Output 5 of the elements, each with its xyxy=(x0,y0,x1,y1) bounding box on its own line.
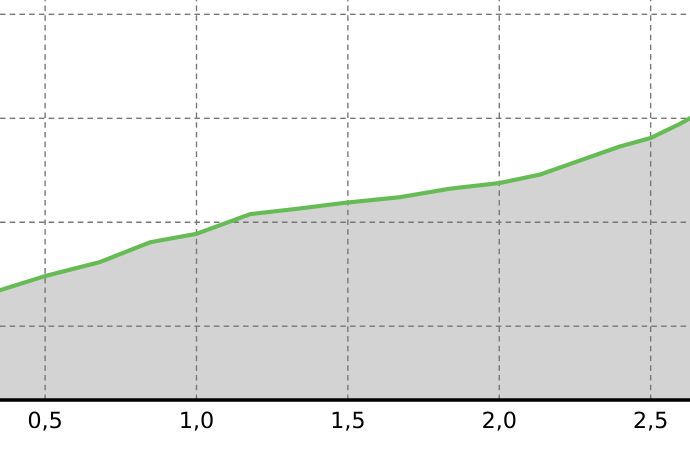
x-tick-label: 2,0 xyxy=(483,412,516,431)
x-tick-label: 2,5 xyxy=(634,412,666,431)
x-tick-label: 1,0 xyxy=(181,412,213,431)
x-tick-label: 1,5 xyxy=(332,412,364,431)
x-tick-label: 0,5 xyxy=(28,412,61,431)
